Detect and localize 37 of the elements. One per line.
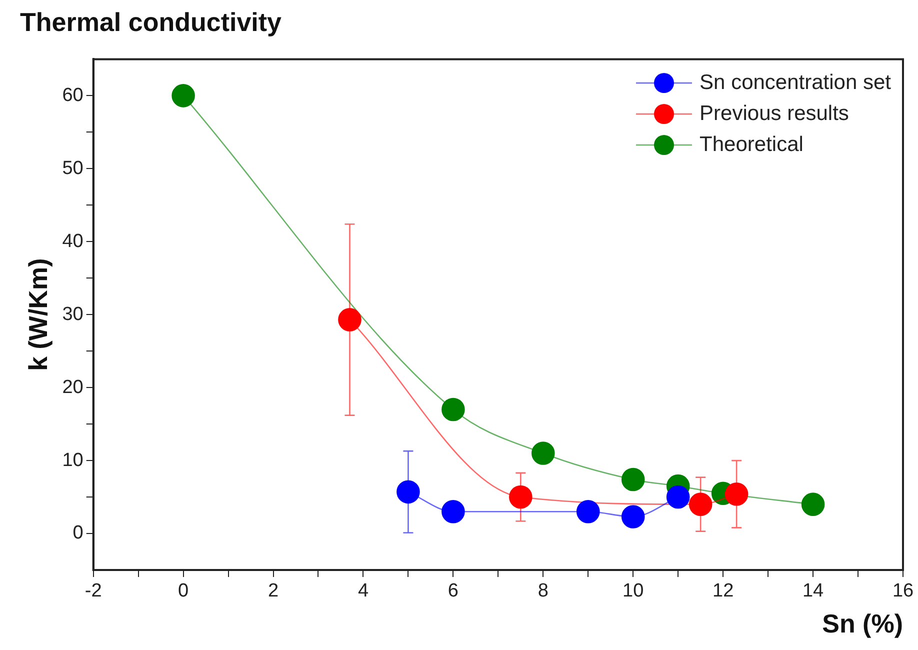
x-tick-label: 14 xyxy=(802,580,824,602)
x-tick-label: 8 xyxy=(538,580,548,602)
point xyxy=(338,308,362,332)
point xyxy=(576,500,600,524)
y-tick-label: 60 xyxy=(62,84,84,106)
x-tick-label: -2 xyxy=(84,580,102,602)
legend-label: Theoretical xyxy=(700,132,804,158)
legend-label: Previous results xyxy=(700,101,849,128)
y-tick-label: 0 xyxy=(72,522,84,544)
point xyxy=(396,480,420,504)
legend-label: Sn concentration set xyxy=(700,70,891,96)
y-tick-label: 10 xyxy=(62,450,84,471)
x-tick-label: 12 xyxy=(712,580,734,602)
point xyxy=(621,505,645,528)
y-tick-label: 40 xyxy=(62,230,84,252)
point xyxy=(509,485,532,509)
y-axis-title: k (W/Km) xyxy=(22,258,53,371)
point xyxy=(442,500,465,524)
point xyxy=(724,482,748,506)
y-tick-label: 50 xyxy=(62,158,84,179)
point xyxy=(621,468,645,492)
point xyxy=(666,485,690,509)
y-tick-label: 20 xyxy=(62,376,84,398)
point xyxy=(172,84,195,108)
chart-title: Thermal conductivity xyxy=(20,6,282,37)
x-tick-label: 2 xyxy=(268,580,279,602)
x-axis-title: Sn (%) xyxy=(822,608,903,639)
x-tick-label: 6 xyxy=(448,580,458,602)
point xyxy=(532,442,555,465)
point xyxy=(442,398,465,422)
point xyxy=(801,492,825,516)
x-tick-label: 16 xyxy=(892,580,914,602)
x-tick-label: 0 xyxy=(178,580,189,602)
point xyxy=(688,492,712,516)
x-tick-label: 10 xyxy=(622,580,644,602)
y-tick-label: 30 xyxy=(62,304,84,325)
x-tick-label: 4 xyxy=(358,580,369,602)
